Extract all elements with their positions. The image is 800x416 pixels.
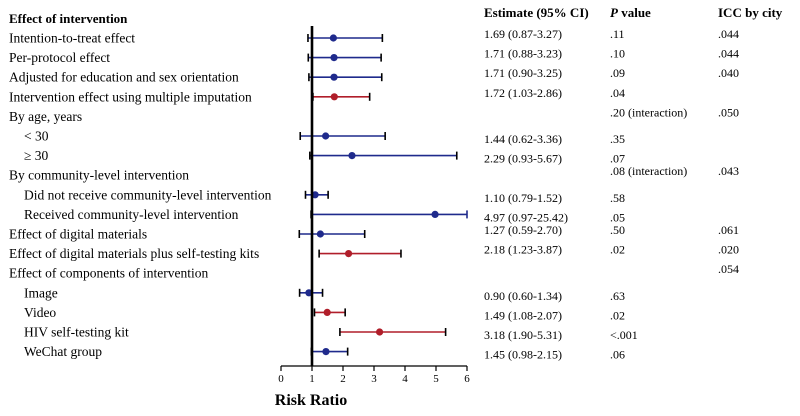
x-tick-label: 5 bbox=[433, 373, 439, 385]
x-tick-label: 3 bbox=[371, 373, 377, 385]
p-value: .06 bbox=[610, 348, 625, 362]
point-estimate bbox=[330, 93, 338, 101]
row-label: Per-protocol effect bbox=[9, 50, 110, 65]
x-tick-label: 0 bbox=[278, 373, 284, 385]
estimate-value: 1.71 (0.88-3.23) bbox=[484, 47, 562, 61]
row-label: By community-level intervention bbox=[9, 168, 189, 183]
icc-value: .020 bbox=[718, 243, 739, 257]
point-estimate bbox=[375, 328, 384, 336]
forest-row: Adjusted for education and sex orientati… bbox=[9, 66, 739, 85]
p-value: .07 bbox=[610, 152, 625, 166]
row-label: Effect of digital materials bbox=[9, 227, 147, 242]
point-estimate bbox=[348, 152, 356, 160]
estimate-value: 1.44 (0.62-3.36) bbox=[484, 132, 562, 146]
p-value: .02 bbox=[610, 308, 625, 322]
x-tick-label: 4 bbox=[402, 373, 408, 385]
forest-row: Received community-level intervention 4.9… bbox=[24, 207, 625, 225]
p-value: .50 bbox=[610, 223, 625, 237]
point-estimate bbox=[329, 34, 337, 42]
point-estimate bbox=[330, 73, 338, 81]
estimate-value: 1.27 (0.59-2.70) bbox=[484, 223, 562, 237]
estimate-value: 1.69 (0.87-3.27) bbox=[484, 27, 562, 41]
icc-value: .044 bbox=[718, 27, 739, 41]
row-label: WeChat group bbox=[24, 344, 102, 359]
row-label: Video bbox=[24, 305, 56, 320]
point-estimate bbox=[322, 348, 330, 356]
p-value: .63 bbox=[610, 289, 625, 303]
estimate-value: 1.72 (1.03-2.86) bbox=[484, 86, 562, 100]
row-label: HIV self-testing kit bbox=[24, 325, 129, 340]
point-estimate bbox=[316, 230, 324, 238]
estimate-value: 1.45 (0.98-2.15) bbox=[484, 348, 562, 362]
estimate-value: 2.29 (0.93-5.67) bbox=[484, 152, 562, 166]
estimate-value: 3.18 (1.90-5.31) bbox=[484, 328, 562, 342]
icc-value: .061 bbox=[718, 223, 739, 237]
forest-row: Per-protocol effect 1.71 (0.88-3.23) .10 .0… bbox=[9, 47, 739, 66]
forest-row: WeChat group 1.45 (0.98-2.15) .06 bbox=[24, 344, 625, 362]
estimate-value: 1.10 (0.79-1.52) bbox=[484, 191, 562, 205]
forest-row: Image 0.90 (0.60-1.34) .63 bbox=[24, 285, 625, 303]
estimate-value: 4.97 (0.97-25.42) bbox=[484, 210, 568, 224]
p-value: .08 (interaction) bbox=[610, 164, 687, 178]
point-estimate bbox=[323, 308, 331, 316]
estimate-value: 1.49 (1.08-2.07) bbox=[484, 308, 562, 322]
forest-row: By community-level intervention .08 (inte… bbox=[9, 164, 739, 183]
forest-row: Intervention effect using multiple imput… bbox=[9, 86, 625, 105]
p-value: .02 bbox=[610, 243, 625, 257]
point-estimate bbox=[322, 132, 330, 140]
estimate-value: 2.18 (1.23-3.87) bbox=[484, 243, 562, 257]
section-title: Effect of intervention bbox=[9, 11, 128, 26]
icc-value: .050 bbox=[718, 105, 739, 119]
icc-value: .043 bbox=[718, 164, 739, 178]
forest-row: Effect of digital materials 1.27 (0.59-2.… bbox=[9, 223, 739, 242]
x-axis-title: Risk Ratio bbox=[275, 392, 347, 409]
forest-row: Intention-to-treat effect 1.69 (0.87-3.27… bbox=[9, 27, 739, 46]
x-tick-label: 1 bbox=[309, 373, 315, 385]
row-label: Did not receive community-level interven… bbox=[24, 187, 272, 202]
point-estimate bbox=[344, 250, 353, 258]
row-label: Received community-level intervention bbox=[24, 207, 239, 222]
row-label: ≥ 30 bbox=[24, 148, 49, 163]
row-label: Intention-to-treat effect bbox=[9, 31, 135, 46]
estimate-value: 1.71 (0.90-3.25) bbox=[484, 66, 562, 80]
forest-row: ≥ 30 2.29 (0.93-5.67) .07 bbox=[24, 148, 625, 166]
icc-value: .044 bbox=[718, 47, 739, 61]
p-value: <.001 bbox=[610, 328, 638, 342]
row-label: Effect of digital materials plus self-te… bbox=[9, 246, 259, 261]
p-value: .04 bbox=[610, 86, 625, 100]
p-value: .05 bbox=[610, 210, 625, 224]
forest-row: Effect of components of intervention .054 bbox=[9, 262, 739, 281]
estimate-column-header: Estimate (95% CI) bbox=[484, 5, 589, 20]
forest-row: < 30 1.44 (0.62-3.36) .35 bbox=[24, 129, 625, 147]
row-label: Image bbox=[24, 285, 58, 300]
icc-value: .040 bbox=[718, 66, 739, 80]
row-label: By age, years bbox=[9, 109, 82, 124]
p-value-column-header: P value bbox=[610, 5, 651, 20]
p-value: .11 bbox=[610, 27, 625, 41]
x-tick-label: 6 bbox=[464, 373, 470, 385]
forest-row: Did not receive community-level interven… bbox=[24, 187, 625, 205]
p-value: .58 bbox=[610, 191, 625, 205]
row-label: < 30 bbox=[24, 129, 49, 144]
p-value: .20 (interaction) bbox=[610, 105, 687, 119]
forest-row: By age, years .20 (interaction) .050 bbox=[9, 105, 739, 124]
p-value: .09 bbox=[610, 66, 625, 80]
forest-row: Effect of digital materials plus self-te… bbox=[9, 243, 739, 262]
row-label: Intervention effect using multiple imput… bbox=[9, 89, 252, 104]
p-value: .35 bbox=[610, 132, 625, 146]
forest-row: HIV self-testing kit 3.18 (1.90-5.31) <.00… bbox=[24, 325, 638, 343]
point-estimate bbox=[431, 210, 439, 218]
forest-row: Video 1.49 (1.08-2.07) .02 bbox=[24, 305, 625, 323]
point-estimate bbox=[330, 54, 338, 62]
estimate-value: 0.90 (0.60-1.34) bbox=[484, 289, 562, 303]
row-label: Effect of components of intervention bbox=[9, 266, 208, 281]
icc-value: .054 bbox=[718, 262, 739, 276]
icc-column-header: ICC by city bbox=[718, 5, 783, 20]
p-value: .10 bbox=[610, 47, 625, 61]
x-tick-label: 2 bbox=[340, 373, 346, 385]
row-label: Adjusted for education and sex orientati… bbox=[9, 70, 239, 85]
